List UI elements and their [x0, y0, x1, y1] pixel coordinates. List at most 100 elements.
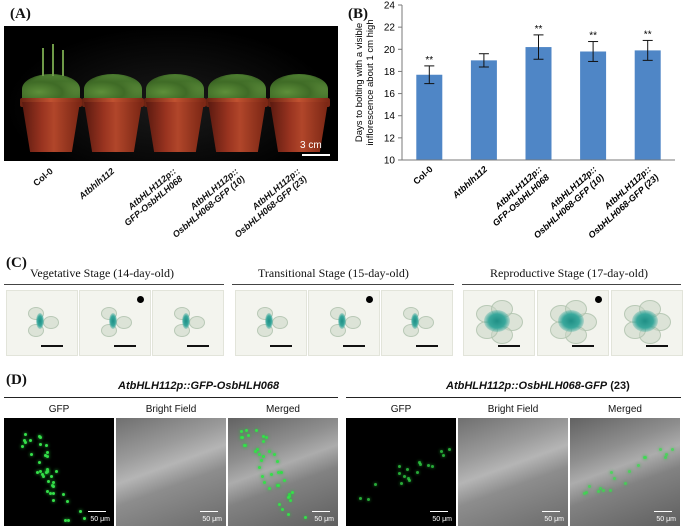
seedling-image [463, 290, 535, 356]
gfp-signal [440, 450, 444, 454]
gfp-signal [644, 455, 648, 459]
gfp-signal [397, 465, 401, 469]
gfp-signal [45, 450, 49, 454]
gfp-signal [283, 479, 287, 483]
channel-label: Merged [608, 404, 642, 415]
gfp-signal [663, 456, 667, 460]
x-axis-labels: Col-0 Atbhlh112 AtbHLH112p::GFP-OsbHLH068A… [411, 164, 660, 240]
gfp-signal [240, 430, 244, 434]
inflorescence-stem [52, 44, 54, 76]
gfp-signal [448, 448, 452, 452]
channel-label: GFP [48, 404, 70, 415]
gfp-signal [46, 467, 50, 471]
gfp-signal [269, 473, 273, 477]
gus-staining [338, 313, 346, 329]
microscopy-divider-left [4, 397, 338, 398]
gfp-signal [23, 440, 27, 444]
scale-bar [187, 345, 209, 347]
marker-dot [137, 296, 144, 303]
gfp-signal [276, 460, 280, 464]
gfp-signal [406, 468, 410, 472]
scale-bar [200, 511, 218, 512]
gus-staining [484, 310, 510, 332]
gfp-signal [255, 448, 259, 452]
gfp-signal [280, 508, 284, 512]
pot [22, 102, 80, 152]
gfp-signal [276, 470, 280, 474]
microscopy-title-suffix: (23) [607, 380, 630, 392]
gfp-signal [612, 477, 616, 481]
plants-photo: 3 cm [4, 26, 338, 161]
panel-label-c: (C) [6, 255, 27, 271]
leaf [116, 315, 132, 329]
panel-label-b: (B) [348, 6, 368, 22]
pot [270, 102, 328, 152]
scale-bar-label: 3 cm [300, 140, 322, 151]
gfp-signal [240, 435, 244, 439]
gfp-signal [244, 428, 248, 432]
gfp-signal [21, 444, 25, 448]
gfp-signal [286, 513, 290, 517]
seedling-image [611, 290, 683, 356]
gfp-signal [48, 491, 52, 495]
gfp-signal [54, 469, 58, 473]
microscopy-title-text: AtbHLH112p::OsbHLH068-GFP [446, 380, 608, 392]
microscopy-image-gfp: 50 μm [4, 418, 114, 526]
chart-bars: ** ** ** ** [416, 24, 661, 161]
gus-staining [558, 310, 584, 332]
gfp-signal [30, 453, 34, 457]
scale-bar [654, 511, 672, 512]
y-axis-ticks: 10 12 14 16 18 20 22 24 [384, 1, 402, 167]
y-tick-label: 12 [384, 133, 396, 144]
microscopy-image-bf: 50 μm [458, 418, 568, 526]
gfp-signal [45, 444, 49, 448]
x-tick-label-line: Atbhlh112 [450, 164, 489, 201]
leaf [345, 315, 361, 329]
gfp-signal [367, 497, 371, 501]
stage-divider-transitional [232, 284, 454, 285]
gfp-signal [430, 464, 434, 468]
bar [470, 60, 497, 160]
gfp-signal [65, 500, 69, 504]
significance-marker: ** [589, 31, 597, 42]
gfp-signal [276, 483, 280, 487]
stage-title-vegetative: Vegetative Stage (14-day-old) [30, 266, 174, 280]
gfp-signal [79, 509, 83, 513]
y-tick-label: 14 [384, 111, 396, 122]
gfp-signal [268, 487, 272, 491]
gfp-signal [658, 448, 662, 452]
gfp-signal [50, 474, 54, 478]
gfp-signal [280, 471, 284, 475]
gfp-signal [268, 449, 272, 453]
seedling-image [79, 290, 151, 356]
gfp-signal [418, 462, 422, 466]
scale-bar [41, 345, 63, 347]
gus-staining [265, 313, 273, 329]
seedling-image [152, 290, 224, 356]
pot [84, 102, 142, 152]
gfp-signal [278, 503, 282, 507]
scale-bar [114, 345, 136, 347]
microscopy-image-mg: 50 μm [228, 418, 338, 526]
channel-label: GFP [390, 404, 412, 415]
gfp-signal [358, 496, 362, 500]
leaf [418, 315, 434, 329]
marker-dot [366, 296, 373, 303]
stage-divider-vegetative [4, 284, 224, 285]
pot [208, 102, 266, 152]
gus-staining [411, 313, 419, 329]
inflorescence-stem [62, 50, 64, 76]
gfp-signal [61, 492, 65, 496]
gfp-signal [38, 442, 42, 446]
genotype-label: Atbhlh112 [77, 166, 117, 202]
gus-staining [182, 313, 190, 329]
gfp-signal [609, 488, 612, 492]
y-tick-label: 24 [384, 1, 396, 12]
gfp-signal [39, 435, 43, 439]
gfp-signal [24, 432, 28, 436]
gfp-signal [44, 453, 48, 457]
bar [416, 74, 443, 160]
gfp-signal [407, 478, 411, 482]
bolting-bar-chart: Days to bolting with a visible infloresce… [354, 1, 675, 240]
gfp-signal [51, 498, 55, 502]
